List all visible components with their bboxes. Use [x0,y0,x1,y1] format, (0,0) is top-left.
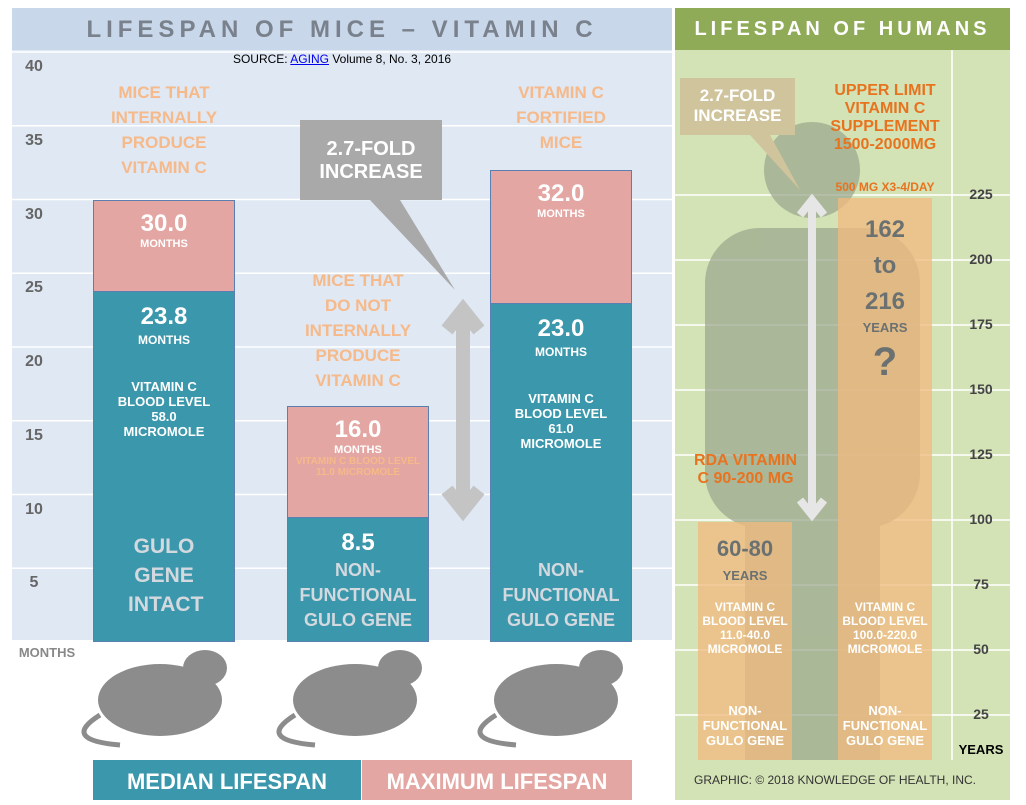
blood-level: VITAMIN C BLOOD LEVEL 100.0-220.0 MICROM… [842,600,928,656]
bar [490,302,632,642]
unit: YEARS [862,320,908,335]
y-tick-label: 30 [25,205,43,223]
y2-tick-label: 75 [973,576,989,592]
category-label: VITAMIN C FORTIFIED MICE [516,83,606,152]
y2-tick-label: 50 [973,641,989,657]
bar [287,516,429,642]
range: 162 to 216 [838,212,932,320]
credit: GRAPHIC: © 2018 KNOWLEDGE OF HEALTH, INC… [693,773,976,787]
y-tick-label: 15 [25,426,43,444]
value-label: 30.0 [140,209,188,237]
y2-tick-label: 175 [969,316,993,332]
y2-tick-label: 150 [969,381,993,397]
y2-tick-label: 125 [969,446,993,462]
y2-tick-label: 25 [973,706,989,722]
gene-label: GULO GENE INTACT [128,535,204,616]
value-label: 16.0 [334,416,382,443]
y2-tick-label: 200 [969,251,993,267]
unit-label: MONTHS [537,208,585,220]
y-tick-label: 35 [25,131,43,149]
y-tick-label: 20 [25,353,43,370]
source: SOURCE: AGING Volume 8, No. 3, 2016 [12,52,672,66]
range-low: 162 [864,216,906,243]
value-label: 32.0 [537,180,585,207]
value-label: 8.5 [341,528,375,556]
gene: NON-FUNCTIONAL GULO GENE [842,703,928,748]
source-link[interactable]: AGING [290,52,329,66]
y2-label: YEARS [958,742,1004,757]
unit-label: MONTHS [334,444,382,456]
value-label: 23.0 [537,314,585,342]
value-label: 23.8 [140,302,188,330]
range-high: 216 [864,288,906,315]
question-mark: ? [872,340,898,384]
legend-item: MAXIMUM LIFESPAN [362,760,632,800]
group-label: RDA VITAMIN C 90-200 MG [693,452,798,487]
y-tick-label: 40 [25,58,43,75]
blood-level: VITAMIN C BLOOD LEVEL 11.0-40.0 MICROMOL… [702,600,788,656]
unit-label: MONTHS [138,332,190,347]
humans-title: LIFESPAN OF HUMANS [694,18,991,40]
category-label: MICE THAT DO NOT INTERNALLY PRODUCE VITA… [304,271,412,390]
y2-tick-label: 100 [969,511,993,527]
gene: NON-FUNCTIONAL GULO GENE [702,703,788,748]
y-label: MONTHS [18,645,76,660]
unit-label: MONTHS [535,344,587,359]
blood-level: VITAMIN C BLOOD LEVEL 58.0 MICROMOLE [117,378,211,439]
y-tick-label: 5 [29,574,39,592]
legend-item: MEDIAN LIFESPAN [93,760,361,800]
category-label: MICE THAT INTERNALLY PRODUCE VITAMIN C [110,83,218,177]
gene-label: NON-FUNCTIONAL GULO GENE [502,560,620,630]
source-prefix: SOURCE: [232,52,288,66]
title: LIFESPAN OF MICE – VITAMIN C [86,16,598,43]
bar [93,290,235,642]
range: 60-80 [716,536,774,561]
annotation: 2.7-FOLD INCREASE [319,138,423,183]
blood-level: VITAMIN C BLOOD LEVEL 11.0 MICROMOLE [295,456,421,478]
blood-level: VITAMIN C BLOOD LEVEL 61.0 MICROMOLE [514,390,608,451]
source-suffix: Volume 8, No. 3, 2016 [332,52,452,66]
range-to: to [873,252,897,279]
group-label: UPPER LIMIT VITAMIN C SUPPLEMENT 1500-20… [830,82,940,153]
dose: 500 MG X3-4/DAY [835,180,935,194]
gene-label: NON-FUNCTIONAL GULO GENE [299,560,417,630]
unit: YEARS [722,568,768,583]
humans-annotation: 2.7-FOLD INCREASE [693,86,782,125]
y2-tick-label: 225 [969,186,993,202]
y-tick-label: 25 [25,279,43,297]
unit-label: MONTHS [140,237,188,250]
y-tick-label: 10 [25,500,43,518]
